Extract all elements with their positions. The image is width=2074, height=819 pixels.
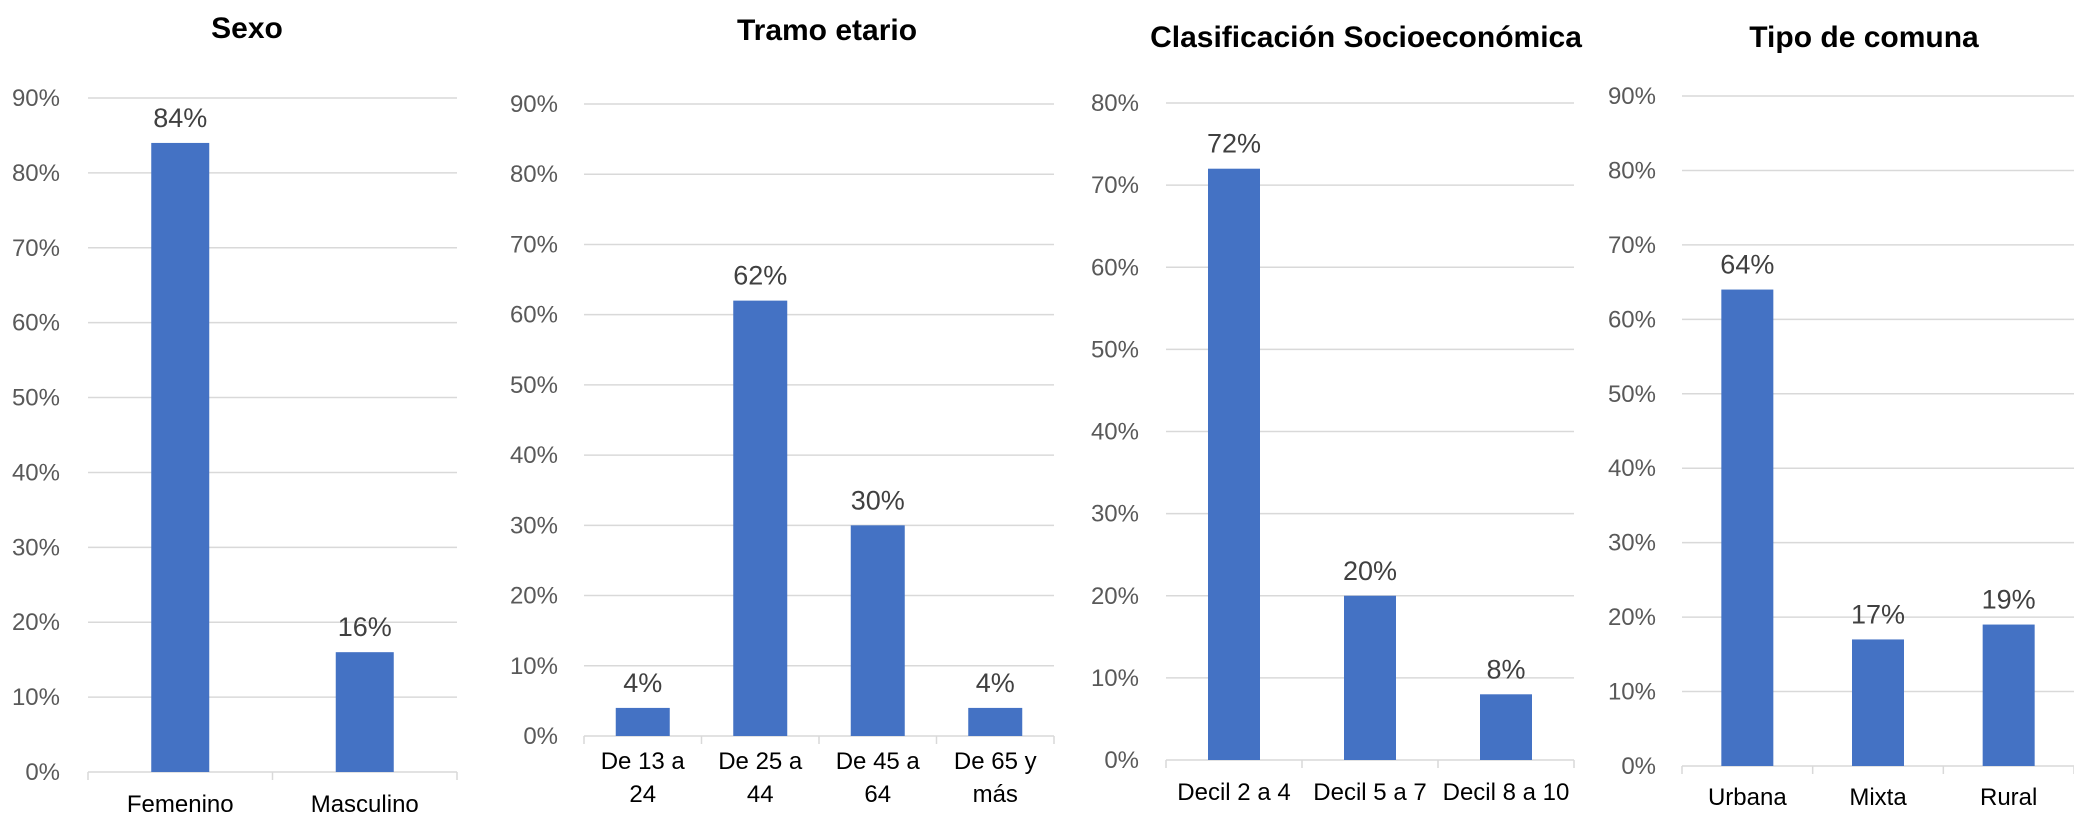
y-tick-label: 70% bbox=[1608, 232, 1656, 259]
data-label: 4% bbox=[976, 668, 1015, 698]
y-tick-label: 50% bbox=[1608, 381, 1656, 408]
y-tick-label: 70% bbox=[12, 235, 60, 262]
y-tick-label: 80% bbox=[12, 160, 60, 187]
data-label: 16% bbox=[338, 612, 392, 642]
y-tick-label: 80% bbox=[510, 161, 558, 188]
category-label: Mixta bbox=[1849, 784, 1907, 811]
bar bbox=[335, 652, 394, 772]
chart-title: Sexo bbox=[211, 12, 283, 45]
category-label: Urbana bbox=[1708, 784, 1787, 811]
category-label: De 45 a bbox=[836, 748, 921, 775]
bar bbox=[1208, 168, 1260, 760]
bar bbox=[1480, 694, 1532, 760]
y-tick-label: 70% bbox=[1091, 172, 1139, 199]
y-tick-label: 50% bbox=[510, 372, 558, 399]
bar bbox=[615, 707, 670, 736]
chart-2: Tramo etario 0% 10% 20% 30% 40% 50% 60% 70% 80% 90… bbox=[510, 14, 1055, 808]
chart-3: Clasificación Socioeconómica 0% 10% 20% 30% 4… bbox=[1091, 21, 1582, 806]
y-tick-label: 10% bbox=[1608, 679, 1656, 706]
y-tick-label: 40% bbox=[1608, 455, 1656, 482]
y-tick-label: 70% bbox=[510, 231, 558, 258]
category-label: más bbox=[973, 781, 1018, 808]
bar bbox=[1344, 595, 1396, 760]
data-label: 84% bbox=[153, 103, 207, 133]
category-label: De 65 y bbox=[954, 748, 1037, 775]
y-tick-label: 30% bbox=[1091, 501, 1139, 528]
chart-title: Clasificación Socioeconómica bbox=[1150, 21, 1582, 54]
chart-title: Tipo de comuna bbox=[1749, 21, 1979, 54]
y-tick-label: 10% bbox=[12, 684, 60, 711]
data-label: 72% bbox=[1207, 129, 1261, 159]
bar bbox=[151, 142, 210, 772]
y-tick-label: 90% bbox=[12, 85, 60, 112]
data-label: 64% bbox=[1720, 250, 1774, 280]
bar bbox=[733, 300, 788, 736]
y-tick-label: 50% bbox=[12, 385, 60, 412]
y-tick-label: 80% bbox=[1608, 157, 1656, 184]
category-label: Decil 2 a 4 bbox=[1177, 779, 1290, 806]
y-tick-label: 90% bbox=[510, 91, 558, 118]
category-label: Rural bbox=[1980, 784, 2037, 811]
bar bbox=[968, 707, 1023, 736]
data-label: 4% bbox=[623, 668, 662, 698]
bar bbox=[1982, 624, 2035, 766]
y-tick-label: 40% bbox=[1091, 419, 1139, 446]
chart-1: Sexo 0% 10% 20% 30% 40% 50% 60% 70% 80% 90% 84% Feme… bbox=[12, 12, 458, 818]
y-tick-label: 20% bbox=[1091, 583, 1139, 610]
y-tick-label: 30% bbox=[1608, 530, 1656, 557]
chart-4: Tipo de comuna 0% 10% 20% 30% 40% 50% 60% 70% 80%… bbox=[1608, 21, 2074, 811]
data-label: 62% bbox=[733, 261, 787, 291]
y-tick-label: 60% bbox=[12, 310, 60, 337]
category-label: Decil 5 a 7 bbox=[1313, 779, 1426, 806]
data-label: 20% bbox=[1343, 556, 1397, 586]
bar bbox=[1721, 289, 1774, 766]
category-label: Femenino bbox=[127, 791, 234, 818]
y-tick-label: 0% bbox=[523, 723, 558, 750]
y-tick-label: 50% bbox=[1091, 336, 1139, 363]
data-label: 17% bbox=[1851, 599, 1905, 629]
y-tick-label: 10% bbox=[1091, 665, 1139, 692]
data-label: 19% bbox=[1982, 585, 2036, 615]
y-tick-label: 90% bbox=[1608, 83, 1656, 110]
y-tick-label: 0% bbox=[1104, 747, 1139, 774]
y-tick-label: 0% bbox=[25, 759, 60, 786]
data-label: 8% bbox=[1486, 654, 1525, 684]
bar bbox=[1852, 639, 1904, 766]
y-tick-label: 40% bbox=[12, 459, 60, 486]
y-tick-label: 60% bbox=[1608, 306, 1656, 333]
category-label: De 13 a bbox=[601, 748, 686, 775]
chart-title: Tramo etario bbox=[737, 14, 917, 47]
y-tick-label: 60% bbox=[1091, 254, 1139, 281]
bar bbox=[850, 525, 905, 736]
y-tick-label: 40% bbox=[510, 442, 558, 469]
y-tick-label: 60% bbox=[510, 302, 558, 329]
y-tick-label: 30% bbox=[510, 512, 558, 539]
y-tick-label: 20% bbox=[12, 609, 60, 636]
y-tick-label: 20% bbox=[1608, 604, 1656, 631]
data-label: 30% bbox=[851, 485, 905, 515]
category-label: Masculino bbox=[311, 791, 419, 818]
category-label: 24 bbox=[629, 781, 656, 808]
y-tick-label: 10% bbox=[510, 653, 558, 680]
category-label: 64 bbox=[864, 781, 891, 808]
category-label: De 25 a bbox=[718, 748, 803, 775]
y-tick-label: 30% bbox=[12, 534, 60, 561]
category-label: Decil 8 a 10 bbox=[1443, 779, 1570, 806]
y-tick-label: 80% bbox=[1091, 90, 1139, 117]
y-tick-label: 20% bbox=[510, 583, 558, 610]
category-label: 44 bbox=[747, 781, 774, 808]
y-tick-label: 0% bbox=[1621, 753, 1656, 780]
